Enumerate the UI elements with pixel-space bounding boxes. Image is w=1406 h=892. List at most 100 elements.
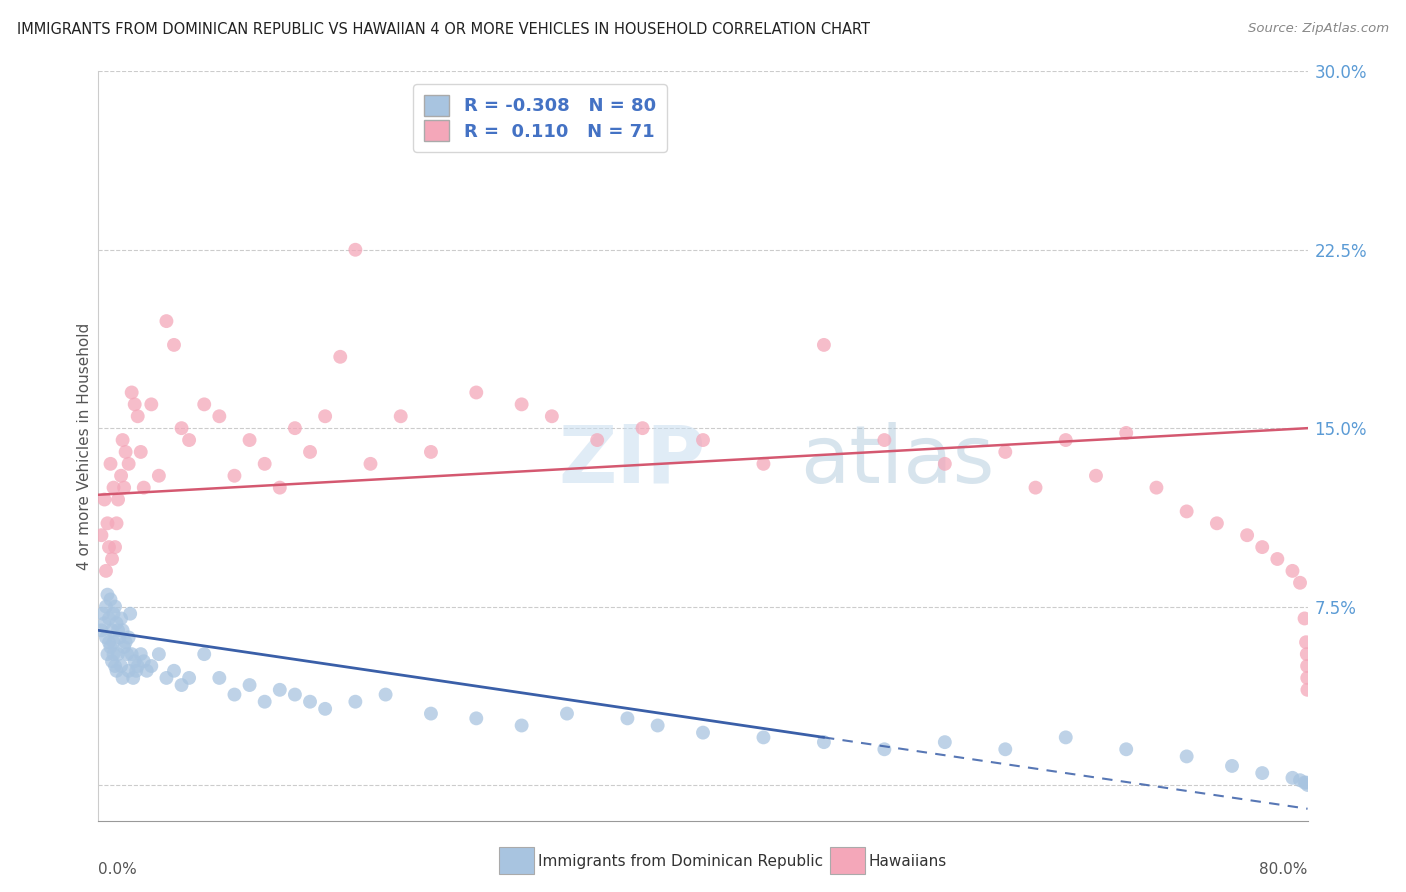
Point — [692, 433, 714, 447]
Point — [1296, 671, 1319, 685]
Point — [100, 457, 122, 471]
Point — [1267, 552, 1289, 566]
Point — [121, 647, 143, 661]
Point — [98, 635, 121, 649]
Point — [91, 607, 114, 621]
Point — [108, 631, 131, 645]
Point — [120, 607, 142, 621]
Point — [284, 421, 307, 435]
Point — [1289, 773, 1312, 788]
Point — [208, 409, 231, 424]
Point — [1220, 759, 1243, 773]
Point — [752, 731, 775, 745]
Point — [94, 631, 117, 645]
Point — [1289, 575, 1312, 590]
Point — [96, 647, 118, 661]
Point — [103, 647, 125, 661]
Y-axis label: 4 or more Vehicles in Household: 4 or more Vehicles in Household — [77, 322, 91, 570]
Point — [155, 314, 177, 328]
Point — [1054, 731, 1077, 745]
Point — [1295, 635, 1317, 649]
Point — [1294, 611, 1316, 625]
Point — [135, 664, 157, 678]
Point — [1206, 516, 1229, 531]
Point — [93, 492, 115, 507]
Point — [873, 742, 896, 756]
Point — [124, 397, 146, 411]
Point — [107, 492, 129, 507]
Point — [1294, 775, 1316, 789]
Point — [129, 647, 152, 661]
Point — [96, 516, 118, 531]
Point — [1251, 766, 1274, 780]
Point — [114, 445, 136, 459]
Point — [269, 481, 291, 495]
Point — [299, 445, 322, 459]
Point — [813, 338, 835, 352]
Point — [1115, 742, 1137, 756]
Point — [129, 445, 152, 459]
Point — [344, 243, 367, 257]
Point — [420, 706, 443, 721]
Point — [208, 671, 231, 685]
Point — [103, 607, 125, 621]
Point — [90, 624, 112, 638]
Point — [269, 682, 291, 697]
Point — [1146, 481, 1168, 495]
Point — [179, 671, 201, 685]
Point — [110, 659, 132, 673]
Point — [253, 695, 276, 709]
Point — [127, 409, 149, 424]
Point — [1115, 425, 1137, 440]
Point — [752, 457, 775, 471]
Point — [122, 671, 145, 685]
Point — [103, 635, 125, 649]
Point — [115, 647, 138, 661]
Point — [299, 695, 322, 709]
Point — [465, 385, 488, 400]
Text: ZIP: ZIP — [558, 422, 706, 500]
Point — [1251, 540, 1274, 554]
Point — [314, 409, 336, 424]
Point — [132, 654, 155, 668]
Point — [540, 409, 562, 424]
Point — [125, 664, 148, 678]
Point — [100, 592, 122, 607]
Point — [873, 433, 896, 447]
Point — [111, 433, 134, 447]
Point — [314, 702, 336, 716]
Point — [1295, 647, 1317, 661]
Point — [1024, 481, 1046, 495]
Point — [112, 640, 135, 654]
Point — [510, 718, 533, 732]
Point — [647, 718, 669, 732]
Point — [148, 647, 170, 661]
Point — [1281, 771, 1303, 785]
Point — [344, 695, 367, 709]
Point — [103, 481, 125, 495]
Point — [253, 457, 276, 471]
Point — [239, 433, 262, 447]
Text: IMMIGRANTS FROM DOMINICAN REPUBLIC VS HAWAIIAN 4 OR MORE VEHICLES IN HOUSEHOLD C: IMMIGRANTS FROM DOMINICAN REPUBLIC VS HA… — [17, 22, 870, 37]
Point — [1085, 468, 1108, 483]
Point — [224, 688, 246, 702]
Text: 80.0%: 80.0% — [1260, 862, 1308, 877]
Point — [163, 664, 186, 678]
Point — [155, 671, 177, 685]
Point — [193, 647, 215, 661]
Point — [994, 445, 1017, 459]
Point — [994, 742, 1017, 756]
Point — [118, 457, 141, 471]
Point — [465, 711, 488, 725]
Point — [104, 599, 127, 614]
Point — [1296, 682, 1319, 697]
Point — [420, 445, 443, 459]
Point — [107, 647, 129, 661]
Point — [94, 599, 117, 614]
Point — [104, 540, 127, 554]
Point — [374, 688, 396, 702]
Point — [127, 659, 149, 673]
Point — [934, 735, 956, 749]
Point — [239, 678, 262, 692]
Point — [141, 397, 163, 411]
